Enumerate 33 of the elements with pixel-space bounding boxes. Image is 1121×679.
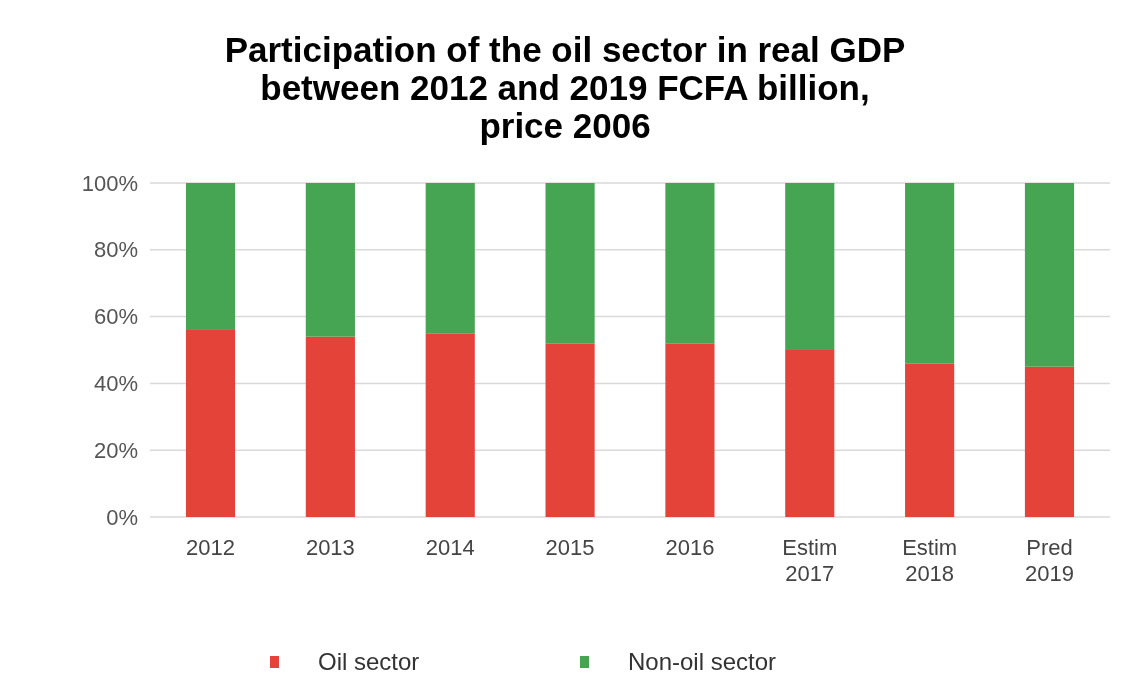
x-tick-label: 2016 <box>665 535 715 560</box>
bar <box>905 183 955 364</box>
bar <box>185 329 236 517</box>
y-tick-label: 0% <box>106 504 138 530</box>
bar <box>425 333 475 517</box>
y-tick-label: 40% <box>93 370 138 396</box>
chart-title: Participation of the oil sector in real GDP between 2012 and 2019 FCFA billion, price 2006 <box>224 30 906 145</box>
bar <box>185 183 236 330</box>
legend-label: Non-oil sector <box>628 648 777 675</box>
y-tick-label: 20% <box>93 437 138 463</box>
legend-label: Oil sector <box>318 648 420 675</box>
bar <box>665 343 715 517</box>
bar <box>905 363 955 517</box>
bar <box>665 183 715 344</box>
bar <box>1024 366 1075 517</box>
x-tick-label: 2015 <box>545 535 595 560</box>
x-tick-label: Estim 2017 <box>782 535 838 586</box>
y-tick-label: 60% <box>93 304 138 330</box>
x-tick-label: 2013 <box>305 535 355 560</box>
y-tick-label: 100% <box>81 170 138 196</box>
y-tick-label: 80% <box>93 237 138 263</box>
bar <box>1024 183 1075 367</box>
bar <box>545 183 595 344</box>
x-tick-label: Pred 2019 <box>1025 535 1074 586</box>
x-tick-label: Estim 2018 <box>902 535 958 586</box>
bar <box>305 336 355 517</box>
x-tick-label: 2014 <box>425 535 475 560</box>
bar <box>305 183 355 337</box>
bar <box>425 183 475 334</box>
bar <box>785 183 835 350</box>
x-tick-label: 2012 <box>186 535 235 560</box>
bar <box>545 343 595 517</box>
bar <box>785 350 835 517</box>
